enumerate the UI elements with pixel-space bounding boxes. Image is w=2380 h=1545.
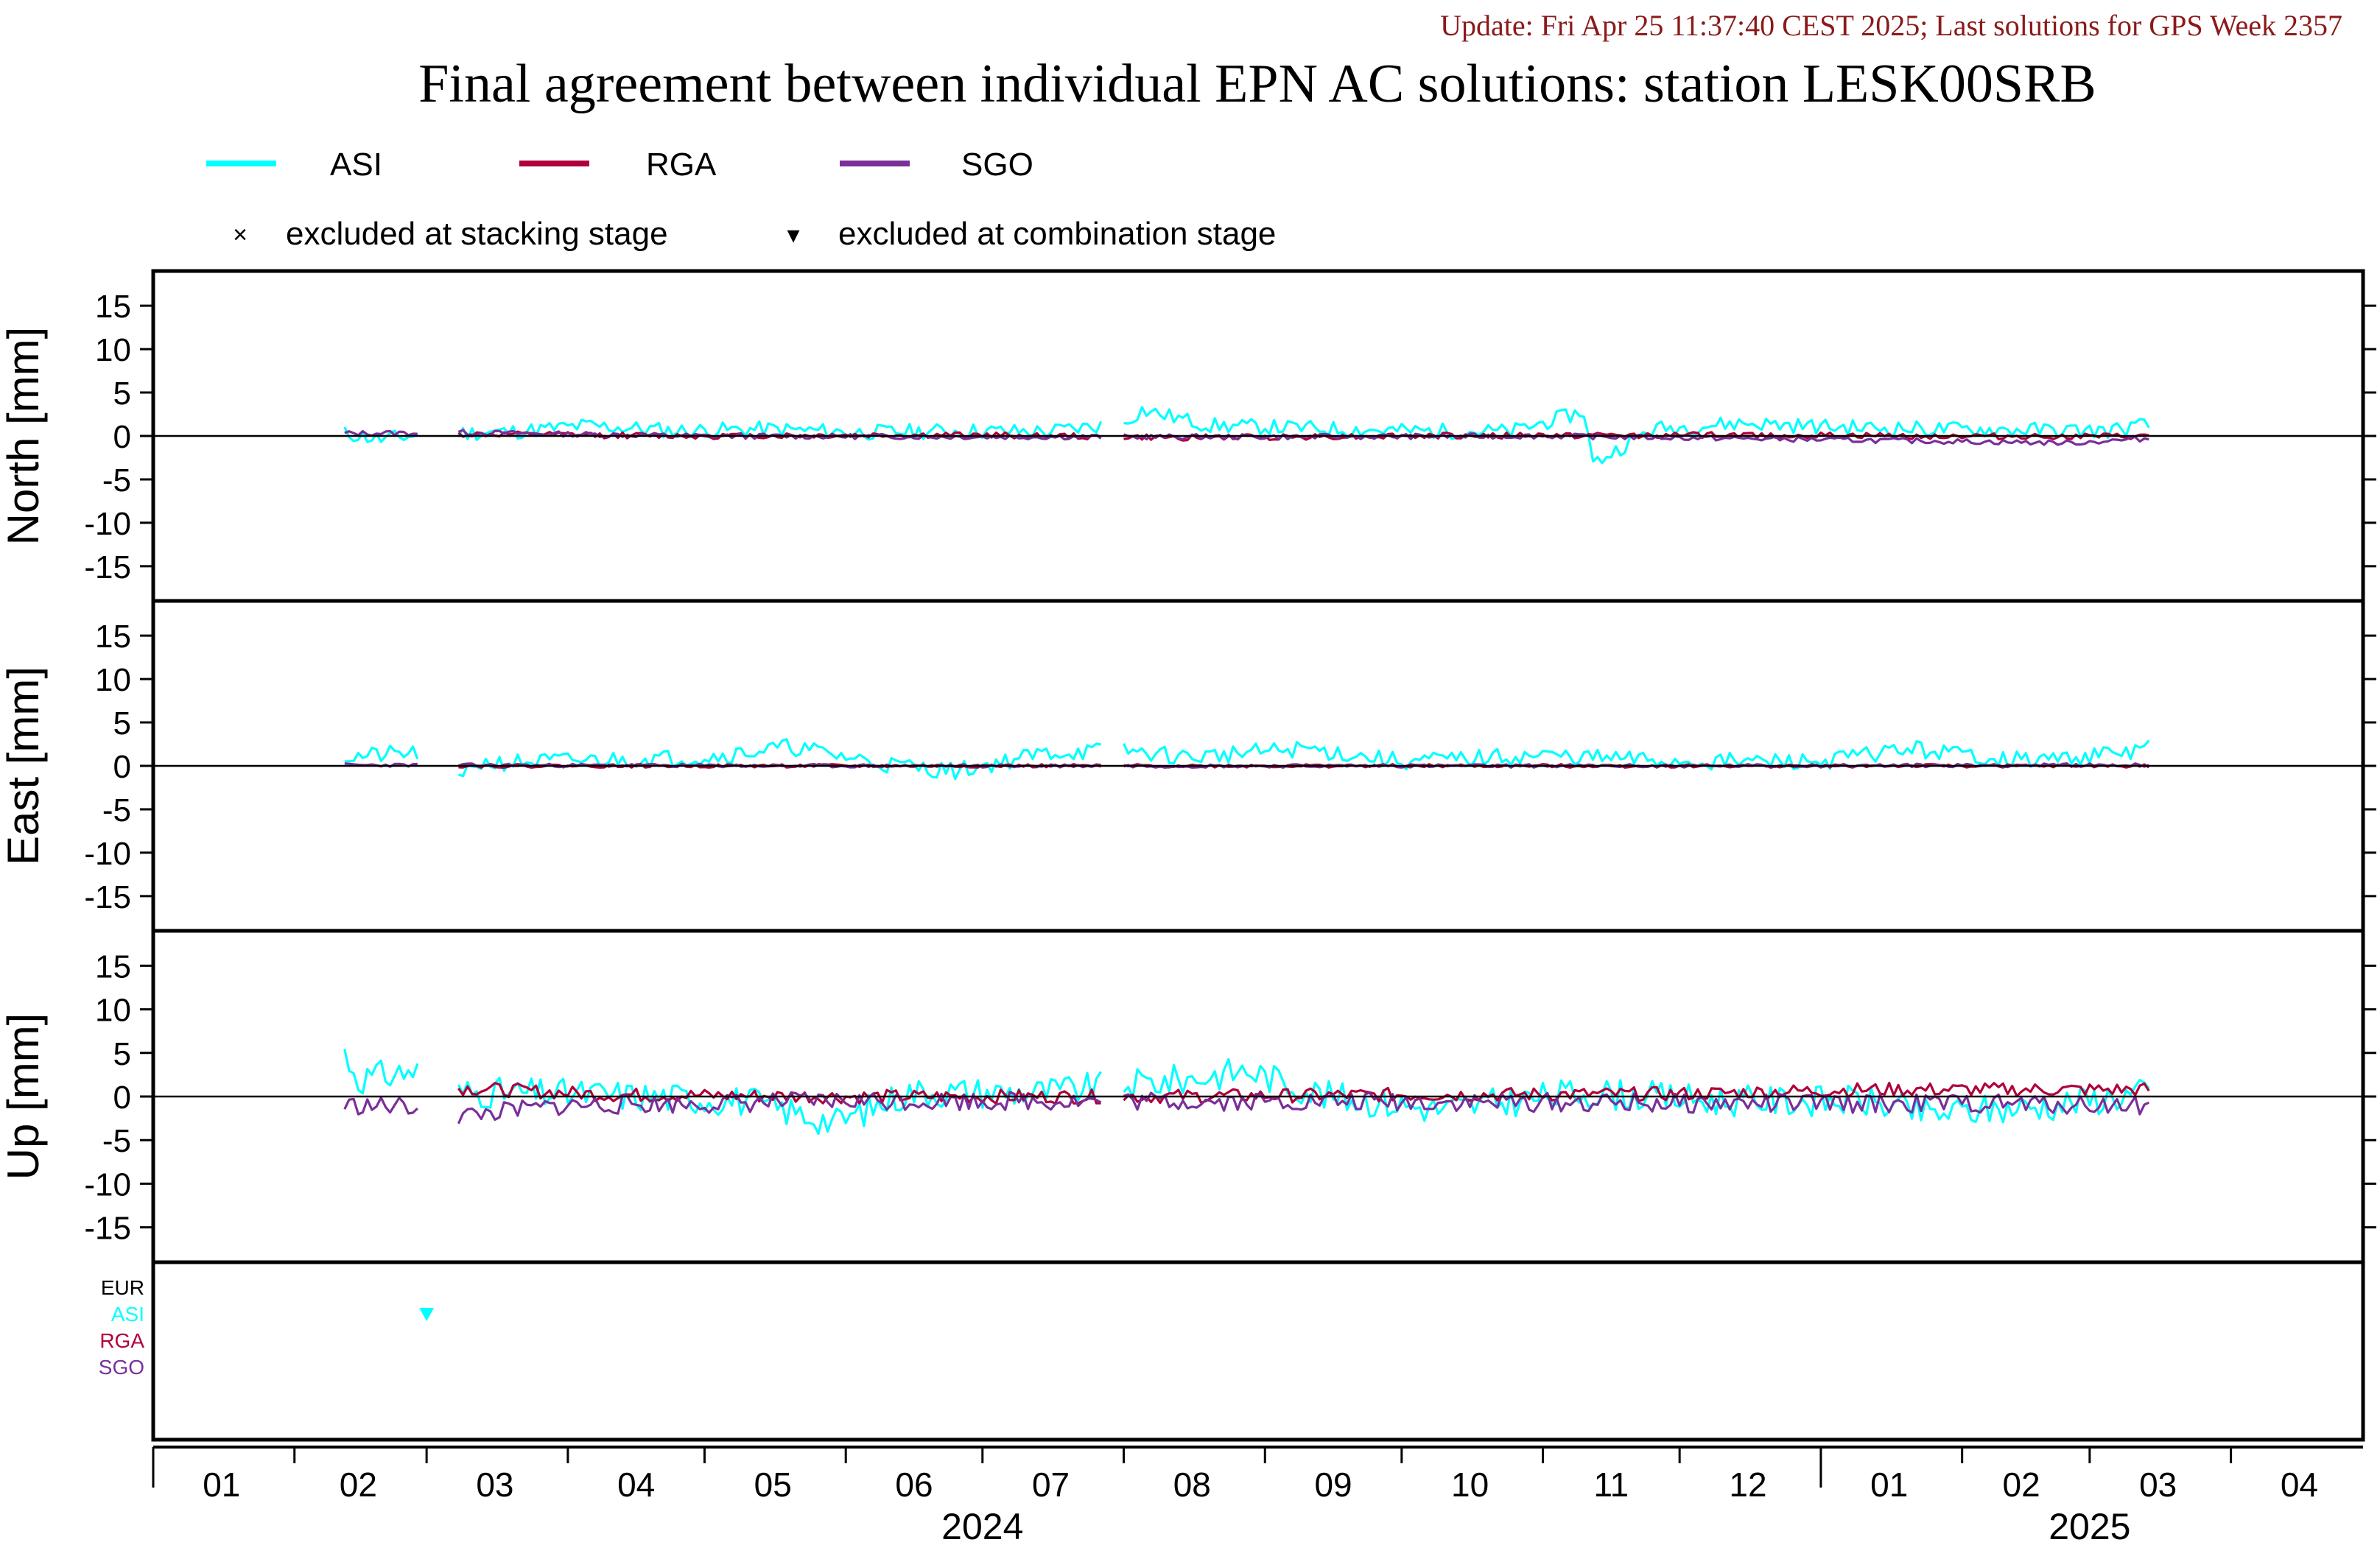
month-label: 07 (1032, 1465, 1070, 1504)
y-tick-label: 5 (113, 705, 131, 742)
y-tick-label: 15 (95, 949, 131, 985)
exclusion-frame (151, 1260, 2365, 1442)
exclusion-row-rga: RGA (99, 1329, 144, 1352)
month-label: 12 (1729, 1465, 1766, 1504)
exclusion-row-eur: EUR (101, 1276, 144, 1299)
exclusion-marker-asi (419, 1308, 435, 1321)
legend-marker-label-1: excluded at combination stage (838, 216, 1276, 252)
y-axis-label: North [mm] (0, 327, 48, 546)
y-tick-label: -10 (84, 836, 131, 872)
y-tick-label: 0 (113, 419, 131, 455)
y-axis-label: Up [mm] (0, 1013, 48, 1180)
year-label: 2024 (941, 1506, 1023, 1545)
y-tick-label: 5 (113, 376, 131, 412)
month-label: 08 (1173, 1465, 1211, 1504)
y-tick-label: 10 (95, 662, 131, 698)
legend-marker-label-0: excluded at stacking stage (286, 216, 668, 252)
y-tick-label: 15 (95, 289, 131, 325)
legend-label-asi: ASI (330, 147, 382, 183)
y-tick-label: 10 (95, 993, 131, 1029)
month-label: 05 (754, 1465, 792, 1504)
y-tick-label: -5 (102, 462, 131, 499)
series-sgo-line (343, 1091, 2149, 1125)
series-rga-line (457, 1082, 2150, 1105)
series-asi-line (344, 738, 2150, 781)
month-label: 03 (476, 1465, 513, 1504)
legend-marker-symbol-1: ▾ (787, 221, 799, 249)
exclusion-row-asi: ASI (111, 1303, 144, 1326)
y-tick-label: 0 (113, 1080, 131, 1116)
y-tick-label: -5 (102, 792, 131, 828)
y-tick-label: 10 (95, 332, 131, 368)
exclusion-row-sgo: SGO (99, 1356, 144, 1379)
year-label: 2025 (2049, 1506, 2130, 1545)
month-label: 01 (1870, 1465, 1908, 1504)
y-tick-label: -15 (84, 879, 131, 915)
y-tick-label: 0 (113, 749, 131, 785)
time-axis: 01 02 03 04 05 06 07 08 09 10 11 12 01 02 03 04 2024 2025 (152, 1446, 2363, 1545)
month-label: 03 (2139, 1465, 2177, 1504)
y-axis-label: East [mm] (0, 666, 48, 865)
legend-label-rga: RGA (646, 147, 717, 183)
y-tick-label: -15 (84, 549, 131, 585)
chart-title: Final agreement between individual EPN A… (418, 54, 2096, 114)
update-note: Update: Fri Apr 25 11:37:40 CEST 2025; L… (1440, 9, 2342, 42)
exclusion-panel: EUR ASI RGA SGO (99, 1260, 2365, 1442)
series-sgo-line (344, 429, 2149, 446)
legend: ASI RGA SGO × excluded at stacking stage ▾ exc… (206, 147, 1276, 252)
month-label: 10 (1451, 1465, 1489, 1504)
y-tick-label: -5 (102, 1123, 131, 1159)
month-label: 04 (2281, 1465, 2318, 1504)
month-label: 11 (1593, 1465, 1629, 1504)
month-label: 04 (617, 1465, 655, 1504)
legend-marker-symbol-0: × (233, 221, 248, 249)
month-label: 02 (340, 1465, 377, 1504)
month-label: 06 (895, 1465, 933, 1504)
month-label: 01 (203, 1465, 240, 1504)
y-tick-label: -15 (84, 1211, 131, 1247)
legend-label-sgo: SGO (961, 147, 1033, 183)
y-tick-label: -10 (84, 506, 131, 542)
panels: 15 10 5 0 -5 -10 -15 North [mm] 15 10 5 0 -5 -10 -15 Ea… (0, 269, 2376, 1442)
month-label: 09 (1314, 1465, 1352, 1504)
month-label: 02 (2002, 1465, 2040, 1504)
y-tick-label: 15 (95, 619, 131, 655)
panel-east: 15 10 5 0 -5 -10 -15 East [mm] (0, 599, 2376, 933)
y-tick-label: -10 (84, 1166, 131, 1203)
panel-north: 15 10 5 0 -5 -10 -15 North [mm] (0, 269, 2376, 603)
y-tick-label: 5 (113, 1036, 131, 1072)
panel-up: 15 10 5 0 -5 -10 -15 Up [mm] (0, 929, 2376, 1264)
